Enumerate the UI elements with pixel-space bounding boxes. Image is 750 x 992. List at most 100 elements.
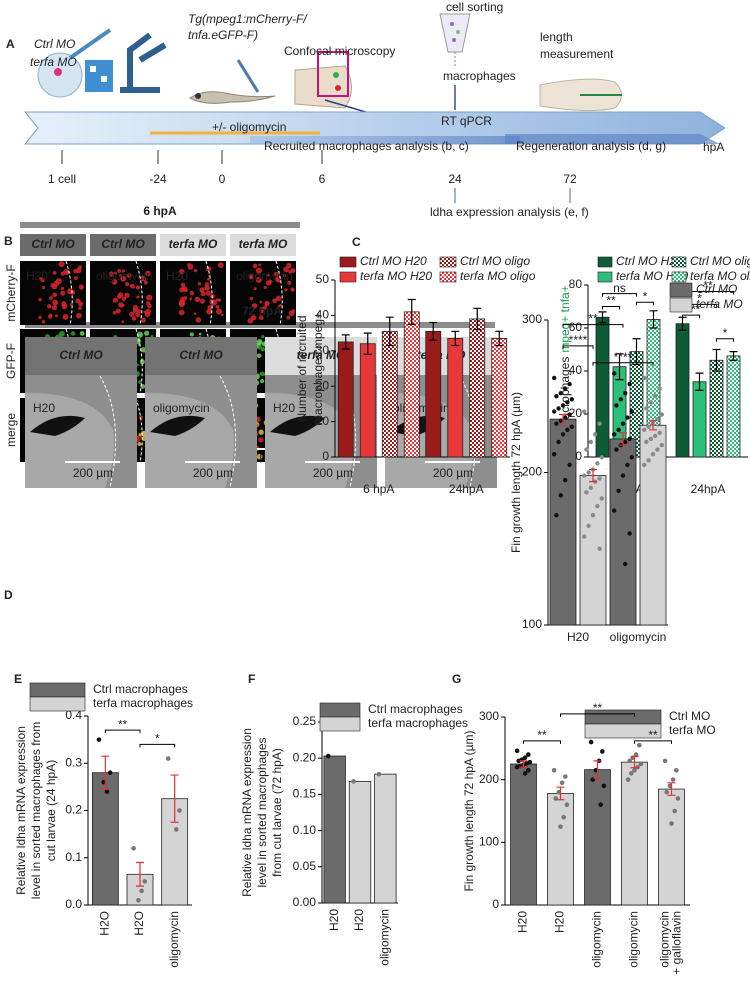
data-point [599, 496, 604, 501]
legend-label: terfa macrophages [368, 716, 468, 730]
cell [63, 269, 70, 275]
bar [639, 424, 667, 626]
bar [510, 763, 537, 906]
error-bar [556, 786, 565, 801]
data-point [588, 485, 593, 490]
significance-bracket [562, 324, 624, 328]
column-header-label: Ctrl MO [31, 237, 75, 251]
data-point [514, 748, 520, 754]
cell [287, 280, 292, 285]
data-point [597, 476, 602, 481]
cell [178, 309, 185, 316]
cell [51, 283, 58, 290]
data-point [514, 764, 520, 770]
column-header-label: Ctrl MO [59, 348, 103, 362]
panel-label: A [6, 37, 15, 51]
data-point [644, 406, 649, 411]
y-tick-label: 0.2 [65, 803, 82, 817]
bar [425, 330, 442, 458]
y-tick-label: 60 [569, 320, 583, 334]
data-point [351, 779, 356, 784]
bar [709, 359, 724, 458]
cell [126, 273, 132, 278]
red-cell [335, 85, 341, 91]
step-label: length [540, 30, 573, 44]
data-point [584, 490, 589, 495]
data-point [567, 381, 572, 387]
error-bar [341, 334, 350, 350]
data-point [669, 821, 674, 826]
cell [260, 346, 266, 352]
legend-label: terfa MO [669, 723, 716, 737]
cell [251, 303, 258, 309]
x-tick-label: 24hpA [449, 482, 484, 496]
cell [199, 287, 205, 293]
treatment-label: +/- oligomycin [212, 120, 286, 134]
column-header [230, 234, 296, 256]
y-tick-label: 0.20 [293, 750, 317, 764]
data-point [648, 436, 653, 442]
cell [39, 276, 42, 280]
cell [140, 317, 147, 323]
data-point [595, 503, 600, 509]
cell [247, 318, 254, 324]
cell [259, 307, 266, 314]
legend-label: terfa MO oligo [690, 269, 750, 283]
legend-swatch [597, 271, 613, 283]
bar [447, 338, 464, 458]
data-point [563, 386, 568, 391]
cell [180, 296, 186, 303]
bar [91, 772, 119, 906]
legend-swatch [671, 256, 687, 268]
fin-edge [99, 375, 117, 488]
cell [187, 263, 194, 270]
cell [275, 295, 282, 302]
cell [255, 276, 262, 283]
cell-dot [456, 30, 460, 34]
data-point [646, 458, 651, 463]
column-header [25, 337, 137, 375]
cell [124, 292, 130, 298]
data-point [627, 381, 632, 387]
cell [41, 320, 46, 324]
y-axis-label: level in sorted macrophages [255, 737, 269, 887]
data-point [569, 424, 574, 429]
bar [381, 330, 398, 458]
x-tick-label: 6 hpA [363, 482, 394, 496]
data-point [629, 455, 634, 460]
error-bar [429, 321, 438, 341]
data-point [612, 371, 617, 376]
panel-label: D [4, 588, 13, 602]
data-point [142, 879, 148, 884]
x-tick-label: H20 [352, 909, 366, 931]
cell [118, 273, 122, 277]
pigment [150, 415, 205, 436]
y-tick-label: 200 [479, 772, 499, 786]
data-point [516, 758, 521, 764]
legend-swatch [671, 271, 687, 283]
data-point [612, 432, 617, 437]
data-point [600, 749, 605, 754]
data-point [616, 427, 621, 432]
scalpel [236, 59, 260, 93]
data-point [551, 767, 557, 773]
cell [70, 331, 76, 336]
cell [181, 285, 188, 292]
cell [189, 297, 193, 301]
cell [290, 287, 295, 292]
cell [144, 311, 151, 317]
scale-bar-label: 200 µm [73, 466, 113, 480]
cell [263, 285, 267, 290]
cell [76, 312, 82, 319]
treatment-label: H20 [273, 401, 295, 415]
cell [279, 303, 283, 307]
legend-label: terfa MO H20 [360, 269, 432, 283]
timeline-tick-label: 0 [219, 172, 226, 186]
cell [189, 332, 194, 337]
data-point [674, 767, 679, 773]
x-tick-label: H20 [327, 909, 341, 931]
significance-bracket [602, 306, 620, 310]
regeneration-window [505, 134, 720, 144]
fin-edge [219, 375, 237, 488]
cell [257, 345, 262, 350]
